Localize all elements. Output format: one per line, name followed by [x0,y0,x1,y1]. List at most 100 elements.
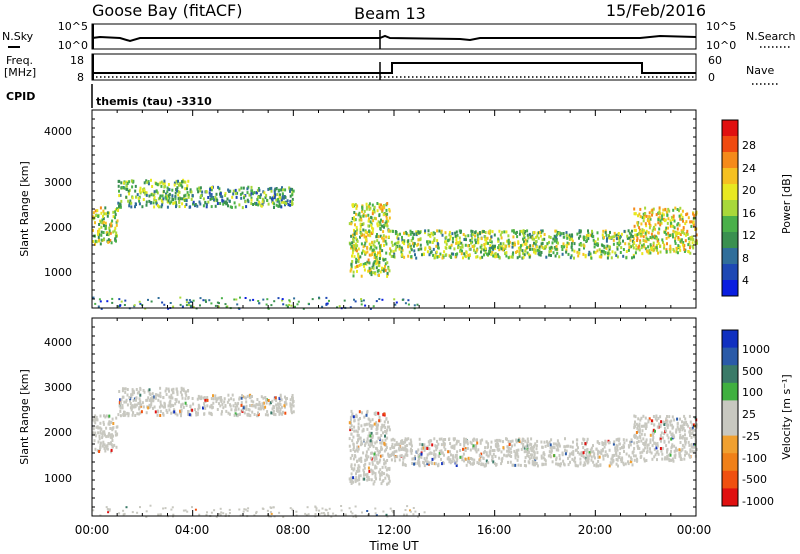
data-cell-ground [349,306,352,309]
data-cell-band-2 [286,199,289,203]
data-cell-band-3 [358,263,361,267]
data-cell-band-4 [582,455,585,459]
data-cell-band-1 [165,195,168,199]
data-cell-band-1 [170,411,173,415]
data-cell-band-2 [219,404,222,408]
data-cell-band-4 [473,248,475,252]
data-cell-band-4 [498,229,501,233]
data-cell-band-3 [376,224,379,228]
data-cell-band-0 [115,234,118,238]
data-cell-ground [315,509,318,512]
data-cell-band-4 [465,463,468,467]
data-cell-band-5 [671,423,673,427]
data-cell-band-4 [502,242,505,246]
data-cell-band-3 [368,418,371,422]
data-cell-band-3 [378,416,381,419]
data-cell-band-1 [176,189,178,193]
data-cell-band-1 [148,406,151,409]
data-cell-band-5 [659,244,662,248]
data-cell-ground [125,506,128,509]
data-cell-band-4 [608,247,611,251]
data-cell-band-2 [212,198,215,202]
data-cell-band-2 [281,200,284,204]
vel-cbar-tick-m25: -25 [742,430,760,443]
data-cell-band-3 [368,205,371,209]
data-cell-band-2 [291,394,294,397]
data-cell-band-5 [679,433,682,437]
data-cell-band-2 [220,400,223,403]
data-cell-band-1 [148,194,151,198]
noise-sky-line [91,34,697,43]
data-cell-band-4 [393,446,396,450]
data-cell-band-4 [628,242,631,246]
data-cell-ground [360,298,363,301]
data-cell-band-3 [365,450,368,454]
data-cell-band-2 [198,186,201,190]
data-cell-band-4 [607,441,610,445]
power-data-layer [92,178,698,310]
data-cell-band-4 [433,462,436,466]
data-cell-band-4 [617,437,619,441]
data-cell-ground [108,509,111,512]
data-cell-band-0 [115,239,117,243]
data-cell-band-5 [663,421,666,425]
data-cell-band-5 [661,436,664,440]
data-cell-band-4 [563,463,566,467]
data-cell-band-4 [526,251,529,255]
data-cell-band-2 [248,193,251,197]
nave-right-tick-bottom: 0 [708,71,715,84]
data-cell-band-2 [277,204,280,208]
data-cell-band-2 [274,396,277,400]
data-cell-band-5 [644,247,647,251]
data-cell-band-0 [92,431,95,435]
data-cell-band-5 [681,436,684,440]
data-cell-band-2 [220,412,223,416]
data-cell-band-1 [141,189,144,193]
data-cell-band-4 [451,240,454,244]
data-cell-band-0 [100,225,103,229]
data-cell-band-5 [640,416,643,420]
data-cell-band-4 [442,439,445,443]
data-cell-band-3 [369,267,372,271]
data-cell-band-4 [615,458,618,461]
data-cell-band-3 [350,432,353,436]
data-cell-band-5 [641,252,644,256]
data-cell-band-4 [487,442,490,446]
data-cell-ground [188,299,191,302]
data-cell-band-3 [386,428,389,432]
data-cell-band-2 [209,197,212,201]
data-cell-band-4 [449,237,452,241]
data-cell-band-1 [180,403,183,407]
data-cell-band-5 [694,443,697,447]
data-cell-band-3 [384,239,387,243]
data-cell-band-2 [233,413,236,417]
data-cell-band-4 [431,462,434,465]
data-cell-band-4 [611,460,614,464]
data-cell-band-1 [138,202,141,206]
data-cell-band-4 [558,457,561,461]
data-cell-band-2 [264,396,267,399]
data-cell-band-2 [205,203,208,207]
data-cell-band-5 [641,244,643,248]
data-cell-band-4 [389,252,392,256]
data-cell-band-1 [143,187,146,191]
data-cell-band-4 [411,231,414,234]
data-cell-ground [403,513,406,516]
data-cell-band-0 [103,446,106,450]
data-cell-band-4 [552,251,555,255]
data-cell-band-1 [134,414,137,417]
data-cell-band-5 [680,449,683,453]
data-cell-band-3 [373,422,376,426]
data-cell-band-3 [371,434,374,438]
data-cell-band-4 [404,445,407,448]
data-cell-band-3 [367,477,370,481]
data-cell-band-4 [478,231,481,234]
data-cell-band-4 [467,244,470,248]
data-cell-band-3 [382,237,385,241]
data-cell-band-4 [438,449,441,453]
data-cell-ground [133,304,136,307]
data-cell-band-4 [555,448,558,452]
data-cell-ground [288,300,291,303]
data-cell-band-4 [532,231,535,234]
data-cell-band-1 [120,398,123,402]
